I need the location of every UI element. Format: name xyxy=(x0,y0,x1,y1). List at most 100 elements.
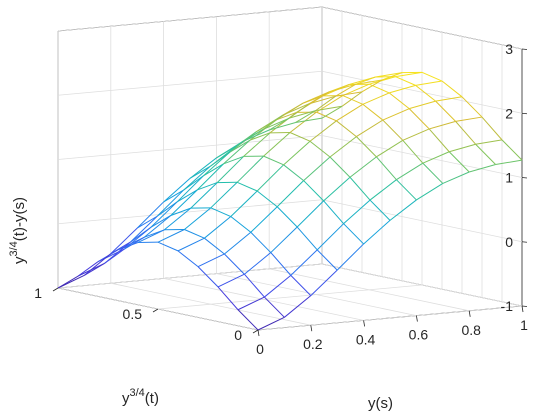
mesh-edge-y xyxy=(256,164,284,192)
mesh-edge-x xyxy=(176,189,198,203)
mesh-edge-x xyxy=(110,241,132,255)
mesh-edge-y xyxy=(250,206,278,233)
grid-line-x-floor-2 xyxy=(57,263,323,289)
mesh-edge-x xyxy=(289,132,311,142)
mesh-edge-y xyxy=(276,180,304,208)
mesh-edge-y xyxy=(382,108,410,121)
mesh-edge-x xyxy=(84,263,105,276)
mesh-edge-x xyxy=(295,110,316,123)
mesh-edge-x xyxy=(435,100,456,122)
mesh-edge-y xyxy=(396,162,424,181)
mesh-edge-x xyxy=(197,182,218,191)
mesh-edge-x xyxy=(184,229,205,239)
x-axis-label: y3/4(t) xyxy=(122,387,159,407)
mesh-edge-x xyxy=(402,139,424,164)
mesh-edge-y xyxy=(329,136,357,158)
mesh-edge-y xyxy=(284,295,312,318)
mesh-edge-y xyxy=(204,216,232,239)
mesh-edge-y xyxy=(262,117,290,131)
mesh-edge-x xyxy=(336,120,357,137)
mesh-edge-x xyxy=(237,181,258,192)
mesh-edge-y xyxy=(349,156,377,178)
mesh-edge-y xyxy=(475,139,503,145)
z-tick-mark-2 xyxy=(521,177,528,179)
mesh-edge-y xyxy=(156,189,184,217)
mesh-edge-x xyxy=(388,92,410,110)
mesh-edge-x xyxy=(369,199,391,221)
mesh-edge-x xyxy=(203,163,224,177)
grid-line-z-back-4 xyxy=(57,6,323,32)
mesh-edge-y xyxy=(449,143,476,153)
mesh-edge-x xyxy=(461,96,483,118)
mesh-edge-x xyxy=(136,215,158,229)
mesh-edge-y xyxy=(303,156,331,181)
mesh-edge-x xyxy=(321,105,343,119)
mesh-edge-y xyxy=(309,120,337,142)
mesh-edge-y xyxy=(329,83,356,93)
mesh-edge-y xyxy=(183,166,211,191)
mesh-edge-x xyxy=(343,223,364,245)
x-tick-label-2: 1 xyxy=(34,285,42,301)
mesh-edge-y xyxy=(223,139,251,165)
mesh-edge-y xyxy=(495,159,523,165)
mesh-edge-y xyxy=(283,140,311,166)
mesh-edge-x xyxy=(323,200,344,225)
mesh-edge-x xyxy=(381,72,403,81)
mesh-edge-y xyxy=(236,155,264,183)
mesh-edge-x xyxy=(256,190,278,208)
mesh-edge-x xyxy=(150,215,172,228)
mesh-edge-x xyxy=(308,91,330,105)
mesh-edge-y xyxy=(270,226,298,253)
mesh-edge-x xyxy=(210,207,231,217)
mesh-edge-x xyxy=(224,253,245,275)
mesh-edge-y xyxy=(336,243,364,271)
mesh-edge-y xyxy=(362,92,390,105)
x-tick-mark-1 xyxy=(152,308,159,313)
mesh-edge-x xyxy=(329,156,351,178)
mesh-edge-x xyxy=(250,231,272,253)
mesh-edge-y xyxy=(57,274,85,289)
mesh-edge-x xyxy=(316,249,338,271)
mesh-edge-y xyxy=(237,296,265,311)
mesh-edge-y xyxy=(242,129,270,142)
mesh-edge-x xyxy=(309,140,331,158)
mesh-edge-y xyxy=(369,76,396,85)
mesh-edge-y xyxy=(343,199,371,225)
tick-labels: -1 0 1 2 3 0 0.5 1 0 0.2 0.4 0.6 0.8 1 xyxy=(34,41,528,357)
z-tick-mark-1 xyxy=(521,241,528,243)
mesh-edge-x xyxy=(268,117,290,131)
mesh-edge-x xyxy=(144,229,165,238)
mesh-edge-y xyxy=(264,274,292,298)
mesh-edge-y xyxy=(415,80,443,86)
mesh-edge-x xyxy=(288,103,310,119)
mesh-edge-y xyxy=(435,96,463,102)
mesh-edge-x xyxy=(475,143,496,165)
mesh-edge-x xyxy=(415,84,436,102)
mesh-edge-y xyxy=(136,201,164,229)
mesh-edge-y xyxy=(224,231,252,255)
y-tick-mark-0 xyxy=(257,329,260,337)
mesh-edge-x xyxy=(263,155,284,166)
mesh-edge-y xyxy=(342,83,370,97)
mesh-edge-y xyxy=(282,103,310,116)
z-tick-label-1: 0 xyxy=(505,234,513,250)
mesh-edge-y xyxy=(110,227,138,255)
mesh-edge-x xyxy=(270,252,292,276)
mesh-edge-x xyxy=(382,119,404,141)
mesh-edge-x xyxy=(316,111,337,122)
grid-lines xyxy=(57,6,523,331)
mesh-edge-y xyxy=(197,253,225,268)
mesh-edge-y xyxy=(389,199,417,221)
mesh-edge-x xyxy=(395,76,416,86)
mesh-edge-x xyxy=(421,71,443,82)
mesh-edge-y xyxy=(209,145,237,167)
mesh-edge-y xyxy=(336,103,364,122)
mesh-edge-y xyxy=(315,105,343,112)
mesh-edge-y xyxy=(203,151,231,177)
mesh-edge-x xyxy=(249,132,271,141)
x-tick-label-0: 0 xyxy=(234,327,242,343)
y-tick-mark-1 xyxy=(310,325,313,332)
mesh-edge-x xyxy=(408,108,430,130)
mesh-edge-y xyxy=(375,72,403,78)
mesh-edge-x xyxy=(355,76,376,85)
